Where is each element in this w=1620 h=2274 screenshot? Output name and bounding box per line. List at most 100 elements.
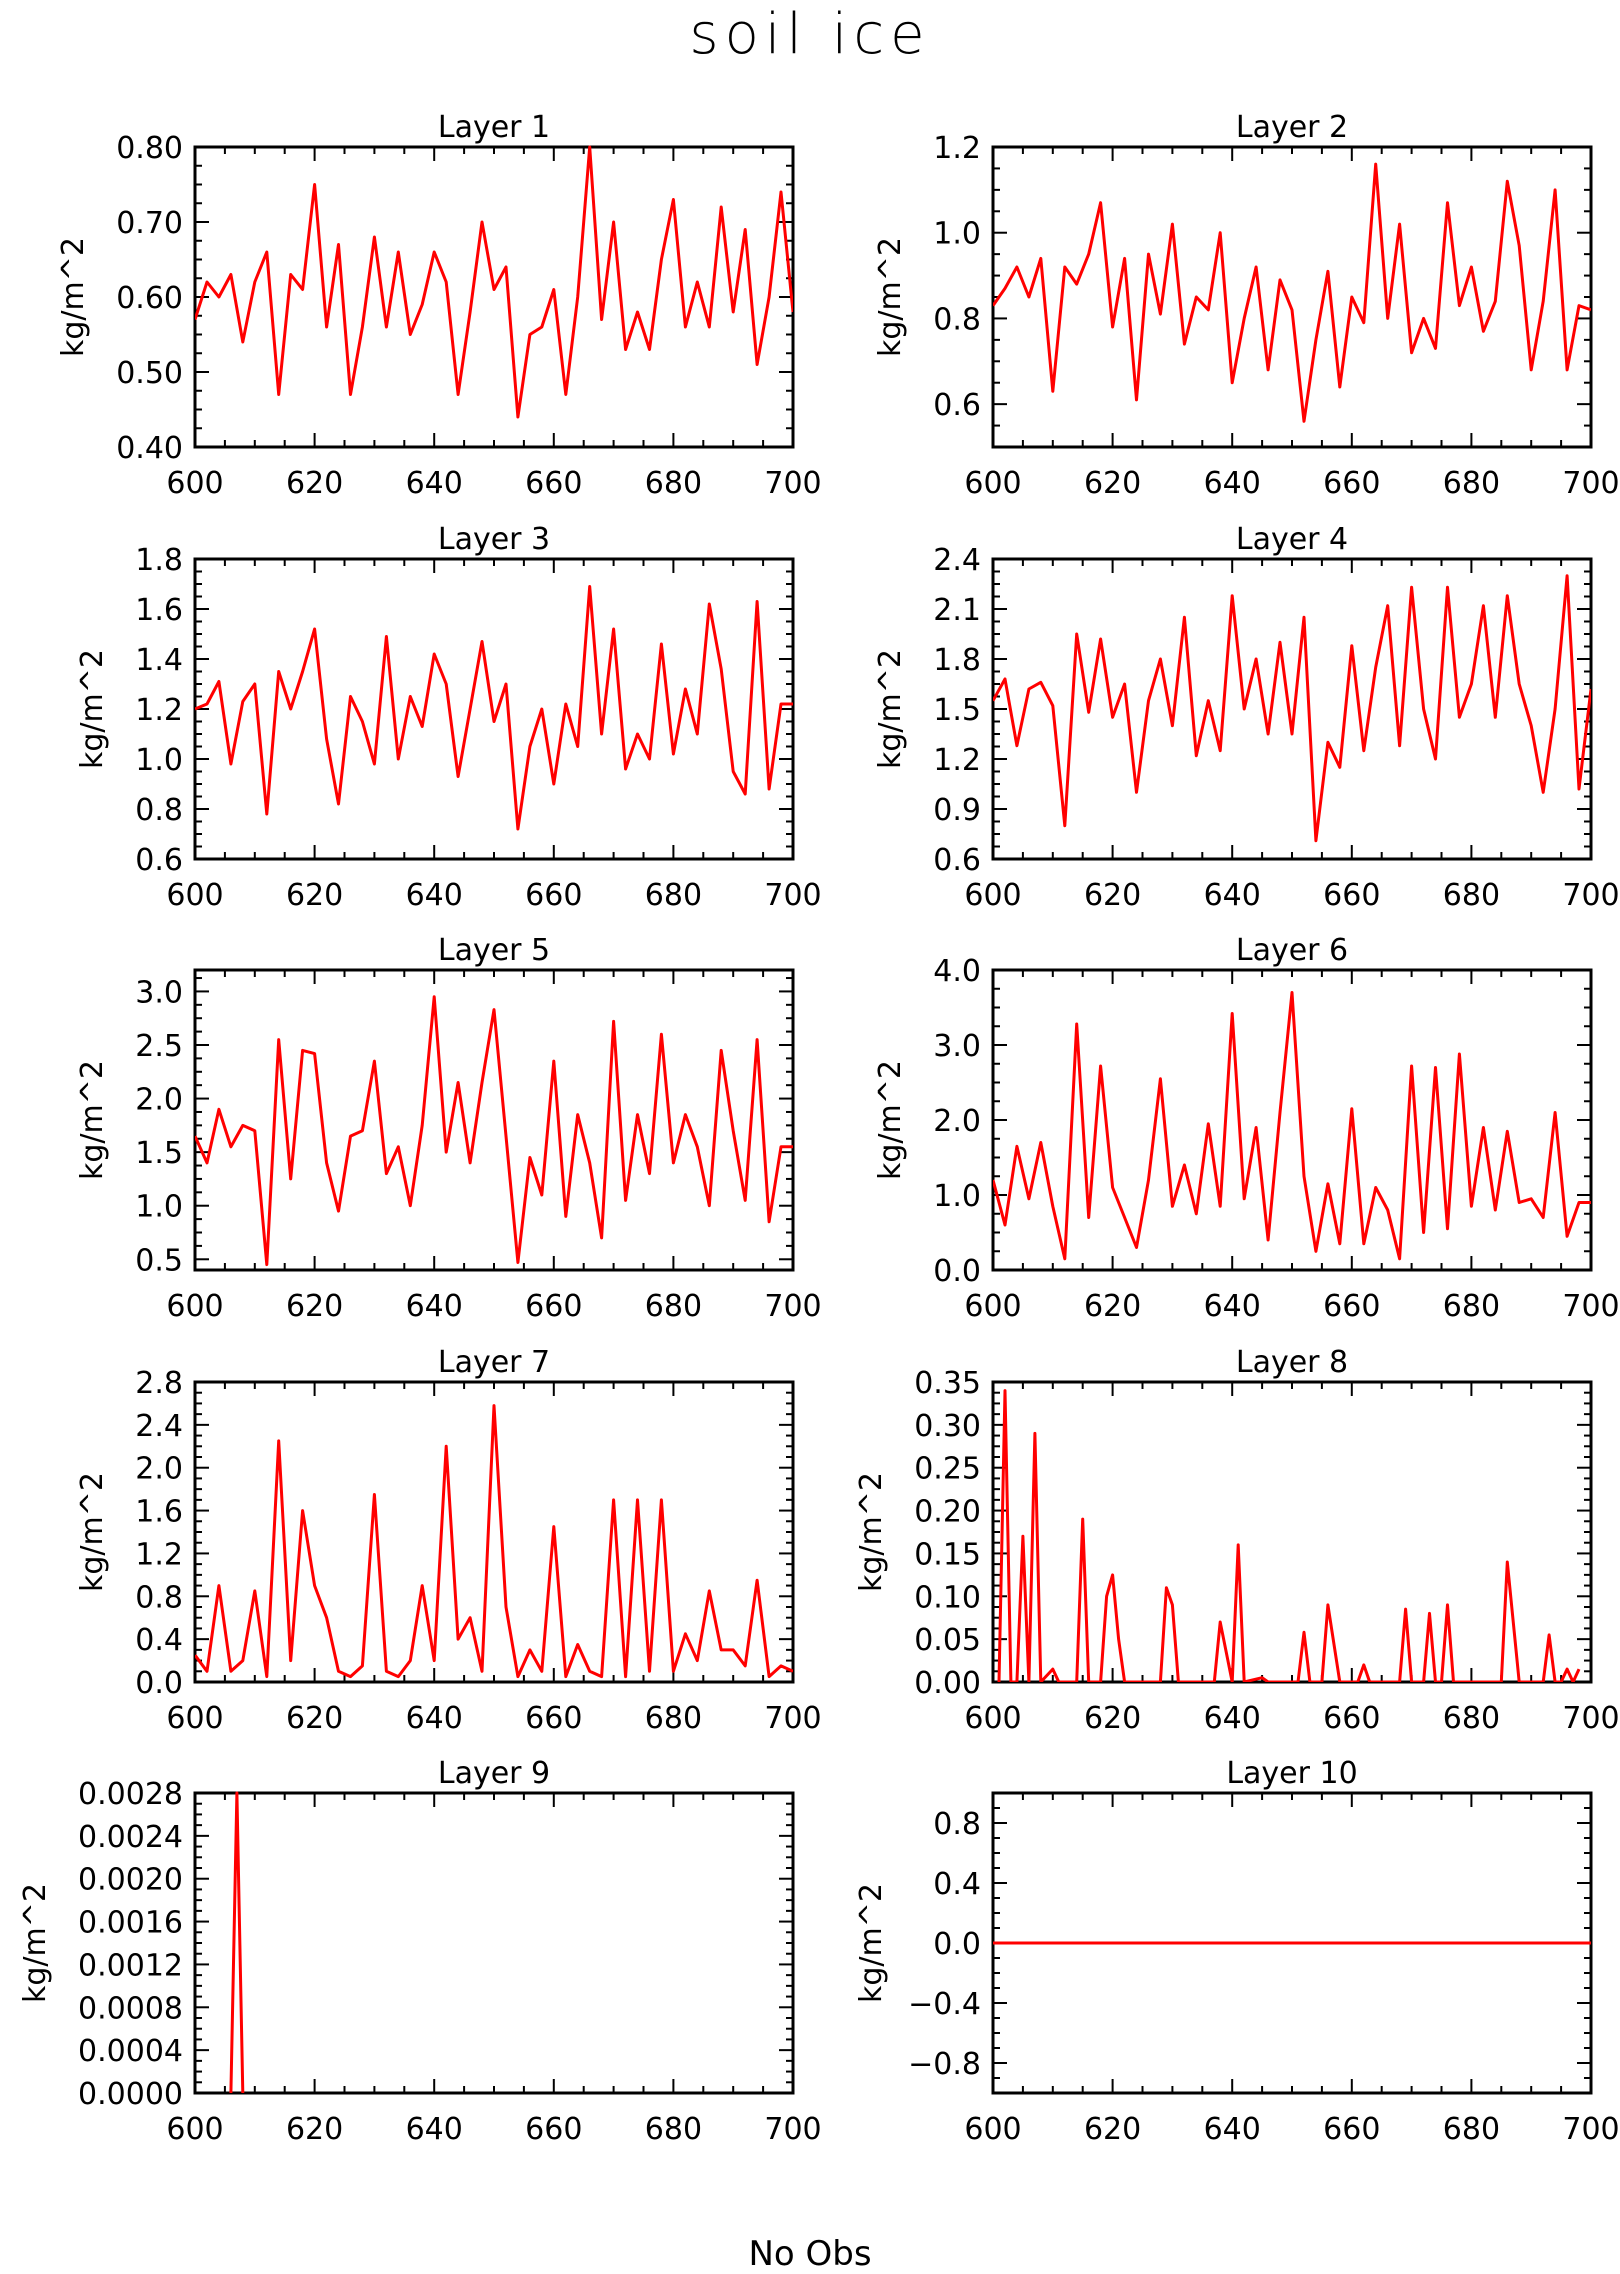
x-tick-label: 600 (166, 1701, 223, 1736)
y-tick-label: 0.50 (116, 356, 183, 391)
panel-layer-6: 600 620 640 660 680 700 0.0 1.0 2.0 3.0 4.0 Layer 6… (873, 933, 1620, 1324)
y-tick-label: 3.0 (135, 975, 183, 1010)
y-tick-label: 0.35 (914, 1366, 981, 1401)
y-tick-label: 0.6 (933, 843, 981, 878)
x-tick-label: 700 (1562, 1289, 1619, 1324)
y-tick-label: 0.60 (116, 281, 183, 316)
x-tick-label: 620 (286, 466, 343, 501)
y-tick-label: 2.5 (135, 1029, 183, 1064)
y-tick-label: 4.0 (933, 954, 981, 989)
y-tick-label: 1.6 (135, 593, 183, 628)
x-tick-label: 700 (1562, 1701, 1619, 1736)
panel-layer-9: 600 620 640 660 680 700 0.0000 0.0004 0.0008 0.00… (18, 1756, 822, 2147)
x-tick-label: 660 (525, 466, 582, 501)
y-tick-label: 0.10 (914, 1580, 981, 1615)
y-tick-label: 2.4 (135, 1409, 183, 1444)
x-tick-label: 660 (525, 1701, 582, 1736)
y-tick-label: 0.80 (116, 131, 183, 166)
y-tick-label: 1.2 (933, 131, 981, 166)
x-tick-label: 620 (286, 1289, 343, 1324)
panel-layer-5: 600 620 640 660 680 700 0.5 1.0 1.5 2.0 2.5 3.0 Laye… (75, 933, 822, 1324)
y-tick-label: 1.2 (933, 743, 981, 778)
x-tick-label: 640 (1204, 878, 1261, 913)
x-tick-label: 660 (1323, 466, 1380, 501)
panel-title: Layer 3 (438, 522, 550, 557)
y-tick-label: 0.70 (116, 206, 183, 241)
x-tick-label: 620 (1084, 1289, 1141, 1324)
x-tick-label: 700 (764, 1289, 821, 1324)
series-line (195, 995, 793, 1267)
y-tick-label: 0.0004 (78, 2034, 183, 2069)
series-line (195, 585, 793, 831)
panel-layer-10: 600 620 640 660 680 700 −0.8 −0.4 0.0 0.4 0.8 Layer… (854, 1756, 1620, 2147)
panel-title: Layer 8 (1236, 1345, 1348, 1380)
x-tick-label: 680 (1443, 1701, 1500, 1736)
y-tick-label: 0.8 (933, 1807, 981, 1842)
y-tick-label: 0.0012 (78, 1948, 183, 1983)
series-line (195, 145, 793, 419)
y-tick-label: 1.2 (135, 693, 183, 728)
panel-layer-2: 600 620 640 660 680 700 0.6 0.8 1.0 1.2 Layer 2 kg/… (873, 110, 1620, 501)
x-tick-label: 620 (1084, 2112, 1141, 2147)
y-tick-label: 2.0 (933, 1104, 981, 1139)
x-tick-label: 680 (645, 878, 702, 913)
y-axis-label: kg/m^2 (75, 649, 110, 769)
y-tick-label: 0.0000 (78, 2077, 183, 2112)
y-tick-label: 0.0 (933, 1254, 981, 1289)
x-tick-label: 600 (964, 2112, 1021, 2147)
y-axis-label: kg/m^2 (854, 1472, 889, 1592)
x-tick-label: 660 (525, 1289, 582, 1324)
y-axis-label: kg/m^2 (873, 1060, 908, 1180)
y-tick-label: 0.5 (135, 1243, 183, 1278)
x-tick-label: 600 (166, 1289, 223, 1324)
y-tick-label: 3.0 (933, 1029, 981, 1064)
x-tick-label: 700 (1562, 2112, 1619, 2147)
panel-layer-8: 600 620 640 660 680 700 0.00 0.05 0.10 0.15 0.20 0.… (854, 1345, 1620, 1736)
x-tick-label: 680 (645, 466, 702, 501)
y-tick-label: 0.0020 (78, 1863, 183, 1898)
x-tick-label: 700 (764, 466, 821, 501)
x-tick-label: 700 (1562, 878, 1619, 913)
x-tick-label: 680 (1443, 2112, 1500, 2147)
y-tick-label: 2.0 (135, 1083, 183, 1118)
panel-title: Layer 6 (1236, 933, 1348, 968)
x-tick-label: 640 (1204, 1701, 1261, 1736)
x-tick-label: 620 (1084, 878, 1141, 913)
y-axis-label: kg/m^2 (873, 237, 908, 357)
y-tick-label: 1.0 (135, 743, 183, 778)
y-tick-label: −0.8 (908, 2047, 981, 2082)
x-tick-label: 700 (764, 2112, 821, 2147)
x-tick-label: 640 (406, 466, 463, 501)
series-line (229, 1791, 245, 2093)
y-tick-label: 1.0 (933, 217, 981, 252)
x-tick-label: 640 (406, 1701, 463, 1736)
y-tick-label: −0.4 (908, 1987, 981, 2022)
panel-layer-3: 600 620 640 660 680 700 0.6 0.8 1.0 1.2 1.4 1.6 1.8 L… (75, 522, 822, 913)
x-tick-label: 600 (964, 466, 1021, 501)
y-tick-label: 0.0028 (78, 1777, 183, 1812)
x-tick-label: 600 (964, 1289, 1021, 1324)
y-tick-label: 0.30 (914, 1409, 981, 1444)
y-tick-label: 1.0 (135, 1190, 183, 1225)
y-tick-label: 1.8 (135, 543, 183, 578)
y-tick-label: 0.25 (914, 1452, 981, 1487)
y-tick-label: 2.8 (135, 1366, 183, 1401)
y-tick-label: 0.05 (914, 1623, 981, 1658)
x-tick-label: 600 (166, 2112, 223, 2147)
y-tick-label: 0.6 (933, 388, 981, 423)
y-tick-label: 0.00 (914, 1666, 981, 1701)
panel-title: Layer 2 (1236, 110, 1348, 145)
panel-title: Layer 7 (438, 1345, 550, 1380)
y-tick-label: 0.4 (933, 1867, 981, 1902)
x-tick-label: 640 (1204, 2112, 1261, 2147)
bottom-label: No Obs (748, 2234, 872, 2274)
y-tick-label: 0.9 (933, 793, 981, 828)
y-tick-label: 2.0 (135, 1452, 183, 1487)
y-axis-label: kg/m^2 (56, 237, 91, 357)
y-axis-label: kg/m^2 (75, 1060, 110, 1180)
x-tick-label: 680 (645, 1289, 702, 1324)
x-tick-label: 680 (1443, 466, 1500, 501)
x-tick-label: 640 (406, 1289, 463, 1324)
y-axis-label: kg/m^2 (854, 1883, 889, 2003)
x-tick-label: 680 (1443, 878, 1500, 913)
